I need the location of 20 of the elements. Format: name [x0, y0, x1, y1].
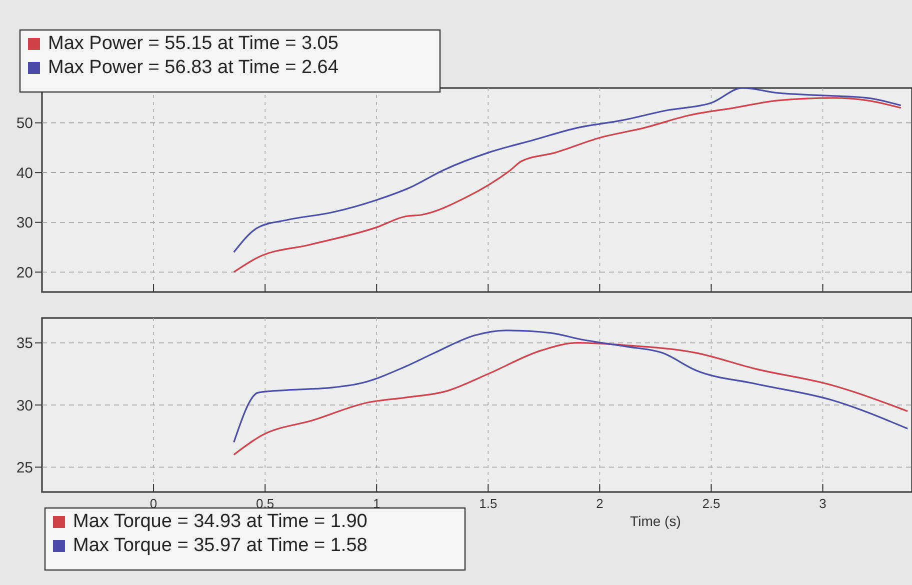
- text: Max Torque = 34.93 at Time = 1.90: [73, 511, 368, 532]
- line-series: [233, 97, 902, 273]
- x-tick-label: 1.5: [479, 496, 498, 511]
- line-series: [233, 330, 908, 444]
- y-tick-label: 30: [16, 397, 33, 414]
- x-tick-label: 2: [596, 496, 604, 511]
- line-series: [233, 88, 902, 253]
- text: Max Power = 56.83 at Time = 2.64: [48, 57, 339, 78]
- text: Max Torque = 35.97 at Time = 1.58: [73, 535, 368, 556]
- text: Max Power = 55.15 at Time = 3.05: [48, 33, 338, 54]
- y-tick-label: 30: [16, 214, 33, 232]
- y-tick-label: 35: [16, 335, 33, 352]
- x-axis-title: Time (s): [630, 513, 681, 529]
- y-tick-label: 20: [16, 264, 33, 282]
- x-tick-label: 2.5: [702, 496, 720, 511]
- y-tick-label: 25: [16, 459, 33, 476]
- x-tick-label: 3: [819, 496, 826, 511]
- line-series: [233, 342, 908, 456]
- y-tick-label: 40: [16, 164, 33, 182]
- y-tick-label: 50: [16, 115, 33, 132]
